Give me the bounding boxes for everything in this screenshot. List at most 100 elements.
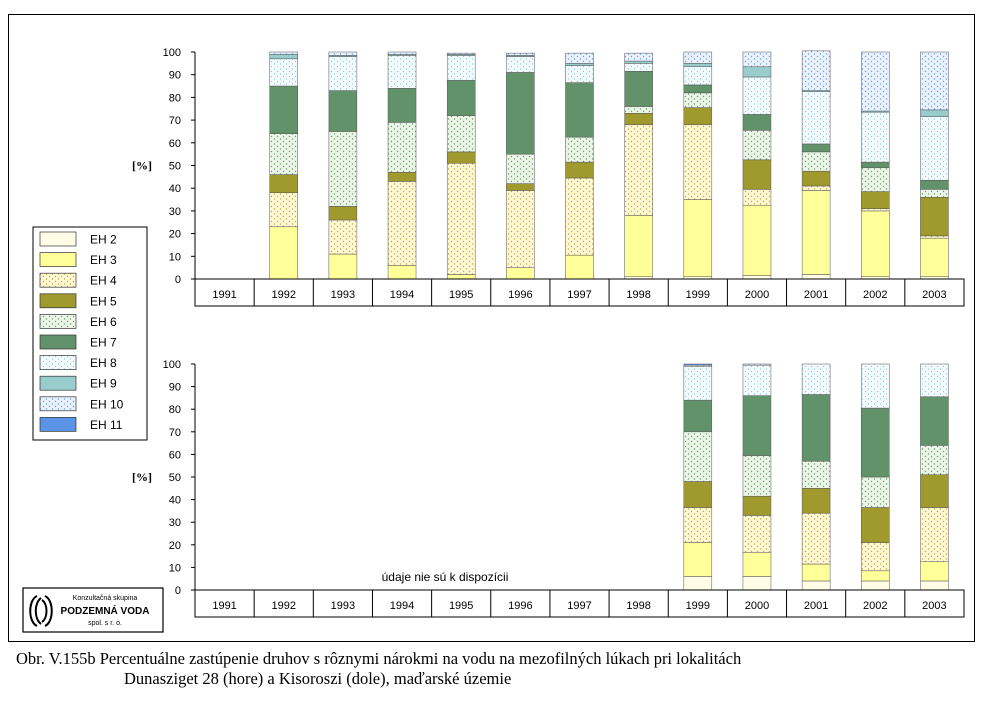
x-tick-label: 1998 (626, 289, 650, 301)
bar-segment-eh8-2001 (801, 363, 831, 395)
bar-segment-eh4-1996 (506, 190, 535, 268)
bar-segment-eh8-1996 (506, 56, 535, 73)
logo-line-3: spol. s r. o. (88, 620, 122, 627)
bar-segment-eh5-1994 (387, 172, 417, 182)
legend: EH 2 EH 3 EH 4 EH 5 EH 6 EH 7 EH 8 EH 9 EH 10 EH … (32, 226, 148, 441)
legend-swatch-eh11 (39, 417, 77, 432)
bar-segment-eh5-1999 (683, 481, 713, 508)
bar-segment-eh8-2002 (861, 111, 890, 163)
x-tick-label: 1991 (212, 289, 236, 301)
y-tick-label: 80 (169, 404, 181, 416)
legend-label-eh4: EH 4 (90, 274, 117, 288)
bar-segment-eh8-1999 (683, 66, 713, 86)
y-tick-label: 20 (169, 540, 181, 552)
bar-segment-eh5-1993 (328, 206, 358, 221)
x-tick-label: 1999 (686, 600, 710, 612)
bar-segment-eh6-2003 (920, 189, 949, 198)
bar-segment-eh9-1997 (565, 63, 594, 66)
bar-segment-eh4-2002 (861, 542, 890, 572)
logo-line-1: Konzultačná skupina (73, 595, 138, 602)
bar-segment-eh8-2001 (801, 91, 831, 145)
bar-segment-eh10-2000 (742, 51, 772, 68)
bar-segment-eh7-2000 (742, 114, 772, 131)
bar-segment-eh7-1993 (328, 90, 358, 132)
bar-segment-eh7-1992 (269, 85, 298, 134)
x-tick-label: 2003 (922, 600, 946, 612)
bar-segment-eh4-1994 (387, 181, 417, 266)
bar-segment-eh3-1992 (269, 226, 298, 280)
bar-segment-eh3-1994 (387, 265, 417, 280)
x-tick-label: 1991 (212, 600, 236, 612)
bar-segment-eh7-1999 (683, 84, 713, 94)
bar-segment-eh3-1999 (683, 542, 713, 577)
bar-segment-eh10-2003 (920, 51, 949, 111)
bar-segment-eh10-1992 (269, 51, 298, 55)
x-tick-label: 1995 (449, 289, 473, 301)
bar-segment-eh5-1996 (506, 183, 535, 191)
x-tick-label: 1994 (390, 600, 414, 612)
bar-segment-eh5-2002 (861, 507, 890, 543)
bar-segment-eh7-2002 (861, 407, 890, 478)
bar-segment-eh4-1998 (624, 124, 653, 216)
bar-segment-eh6-2003 (920, 445, 949, 475)
bar-segment-eh10-2002 (861, 51, 890, 112)
bar-segment-eh5-2000 (742, 159, 772, 190)
bar-segment-eh2-2001 (801, 274, 831, 280)
bar-segment-eh4-1995 (446, 162, 476, 275)
x-tick-label: 1998 (626, 600, 650, 612)
legend-swatch-eh2 (39, 231, 77, 247)
bar-segment-eh5-2002 (861, 191, 890, 209)
bar-segment-eh10-2001 (801, 50, 831, 91)
y-tick-label: 20 (169, 229, 181, 241)
x-tick-label: 1996 (508, 600, 532, 612)
legend-label-eh10: EH 10 (90, 397, 124, 411)
bar-segment-eh7-2001 (801, 143, 831, 153)
bar-segment-eh3-2002 (861, 570, 890, 582)
bar-segment-eh6-1993 (328, 131, 358, 207)
logo-emblem-icon (29, 595, 53, 627)
bar-segment-eh8-1993 (328, 56, 358, 91)
bar-segment-eh10-1995 (446, 52, 476, 55)
y-tick-label: 70 (169, 427, 181, 439)
bar-segment-eh7-2002 (861, 161, 890, 169)
bar-segment-eh4-2003 (920, 507, 949, 563)
bar-segment-eh7-1996 (506, 72, 535, 155)
y-tick-label: 10 (169, 562, 181, 574)
y-tick-label: 30 (169, 206, 181, 218)
bar-segment-eh9-1999 (683, 63, 713, 68)
bar-segment-eh10-2000 (742, 363, 772, 366)
bar-segment-eh4-1993 (328, 219, 358, 255)
bar-segment-eh5-1992 (269, 174, 298, 193)
bar-segment-eh8-2000 (742, 76, 772, 115)
x-tick-label: 2001 (804, 600, 828, 612)
bar-segment-eh8-2000 (742, 364, 772, 396)
y-tick-label: 30 (169, 517, 181, 529)
bar-segment-eh3-1997 (565, 254, 594, 280)
bar-segment-eh6-1997 (565, 136, 594, 163)
figure-caption: Obr. V.155b Percentuálne zastúpenie druh… (16, 649, 741, 689)
legend-swatch-eh4 (39, 272, 77, 288)
bar-segment-eh5-2003 (920, 197, 949, 237)
x-tick-label: 2003 (922, 289, 946, 301)
legend-swatch-eh5 (39, 293, 77, 309)
y-tick-label: 90 (169, 70, 181, 82)
legend-swatch-eh3 (39, 252, 77, 267)
bar-segment-eh6-2002 (861, 476, 890, 508)
bar-segment-eh5-2003 (920, 474, 949, 508)
bar-segment-eh11-1999 (683, 363, 713, 366)
x-tick-label: 1997 (567, 600, 591, 612)
legend-swatch-eh7 (39, 334, 77, 350)
bar-segment-eh6-2002 (861, 167, 890, 192)
x-tick-label: 2002 (863, 289, 887, 301)
bar-segment-eh4-2002 (861, 208, 890, 212)
bar-segment-eh2-1999 (683, 576, 713, 591)
bar-segment-eh8-1999 (683, 366, 713, 401)
bar-segment-eh5-2000 (742, 495, 772, 516)
bar-segment-eh6-1995 (446, 115, 476, 153)
x-tick-label: 2002 (863, 600, 887, 612)
y-tick-label: 40 (169, 495, 181, 507)
bar-segment-eh6-2000 (742, 455, 772, 497)
bar-segment-eh8-2003 (920, 116, 949, 181)
x-tick-label: 1993 (331, 600, 355, 612)
bar-segment-eh10-1996 (506, 52, 535, 56)
